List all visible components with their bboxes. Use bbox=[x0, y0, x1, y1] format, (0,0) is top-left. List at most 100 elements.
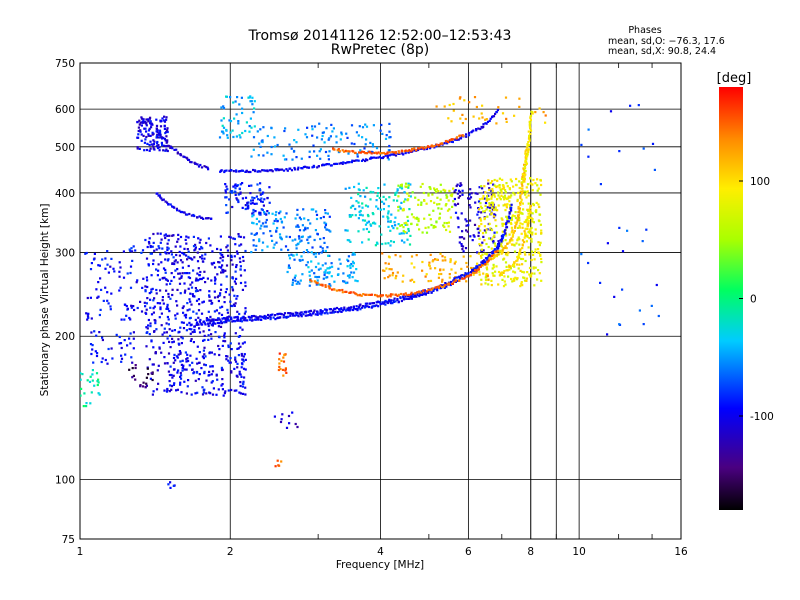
echo-point bbox=[221, 305, 224, 308]
echo-point bbox=[210, 333, 213, 336]
echo-point bbox=[410, 296, 413, 299]
echo-point bbox=[202, 349, 205, 352]
echo-point bbox=[185, 242, 188, 245]
echo-point bbox=[531, 218, 534, 221]
echo-point bbox=[178, 254, 181, 257]
echo-point bbox=[139, 130, 142, 133]
echo-point bbox=[479, 254, 483, 258]
echo-point bbox=[185, 392, 188, 395]
echo-point bbox=[407, 194, 410, 197]
echo-point bbox=[323, 221, 326, 224]
echo-point bbox=[514, 211, 517, 214]
echo-point bbox=[250, 315, 253, 318]
echo-point bbox=[331, 265, 334, 268]
echo-point bbox=[483, 185, 486, 188]
echo-point bbox=[429, 267, 432, 270]
echo-point bbox=[400, 239, 404, 242]
echo-point bbox=[184, 238, 187, 241]
echo-point bbox=[240, 375, 243, 378]
echo-point bbox=[371, 212, 374, 215]
echo-point bbox=[420, 146, 423, 149]
echo-point bbox=[228, 198, 231, 201]
echo-point bbox=[95, 334, 98, 337]
echo-point bbox=[506, 269, 509, 272]
echo-point bbox=[199, 270, 202, 274]
echo-point bbox=[297, 166, 300, 169]
echo-point bbox=[450, 280, 453, 284]
echo-point bbox=[166, 337, 169, 340]
echo-point bbox=[504, 196, 507, 199]
echo-point bbox=[199, 277, 202, 281]
echo-point bbox=[489, 227, 492, 230]
echo-point bbox=[304, 133, 307, 136]
echo-point bbox=[344, 187, 347, 190]
echo-point bbox=[495, 255, 498, 258]
echo-point bbox=[259, 227, 262, 230]
echo-point bbox=[174, 317, 177, 320]
echo-point bbox=[388, 154, 391, 157]
echo-point bbox=[454, 276, 457, 279]
echo-point bbox=[319, 312, 322, 315]
echo-point bbox=[312, 253, 315, 256]
echo-point bbox=[184, 213, 188, 216]
echo-point bbox=[517, 236, 520, 239]
echo-point bbox=[434, 286, 437, 289]
echo-point bbox=[246, 203, 249, 206]
echo-point bbox=[391, 271, 395, 275]
echo-point bbox=[462, 250, 465, 253]
echo-point bbox=[188, 298, 191, 301]
echo-point bbox=[513, 261, 516, 264]
echo-point bbox=[242, 236, 246, 239]
echo-point bbox=[399, 186, 402, 189]
echo-point bbox=[315, 217, 319, 221]
echo-point bbox=[435, 143, 438, 146]
echo-point bbox=[205, 392, 208, 395]
echo-point bbox=[177, 233, 180, 236]
echo-point bbox=[653, 168, 656, 171]
echo-point bbox=[322, 164, 326, 167]
echo-point bbox=[527, 194, 530, 197]
echo-point bbox=[307, 166, 311, 169]
echo-point bbox=[465, 261, 468, 265]
echo-point bbox=[527, 209, 530, 212]
echo-point bbox=[345, 132, 348, 135]
echo-point bbox=[454, 189, 457, 192]
echo-point bbox=[149, 120, 152, 123]
echo-point bbox=[491, 257, 494, 260]
echo-point bbox=[475, 269, 478, 272]
echo-point bbox=[459, 182, 462, 185]
echo-point bbox=[187, 236, 190, 239]
echo-point bbox=[479, 265, 482, 268]
echo-point bbox=[207, 319, 210, 322]
echo-point bbox=[349, 240, 352, 243]
echo-point bbox=[168, 390, 171, 393]
echo-point bbox=[149, 252, 152, 255]
echo-point bbox=[479, 217, 482, 220]
echo-point bbox=[492, 252, 495, 255]
echo-point bbox=[263, 314, 266, 318]
echo-point bbox=[236, 366, 239, 369]
echo-point bbox=[315, 283, 318, 286]
echo-point bbox=[387, 158, 390, 161]
echo-point bbox=[132, 337, 135, 340]
echo-point bbox=[260, 315, 263, 318]
echo-point bbox=[232, 319, 235, 323]
echo-point bbox=[244, 196, 248, 199]
echo-point bbox=[417, 203, 420, 206]
echo-point bbox=[307, 236, 310, 239]
echo-point bbox=[468, 193, 471, 196]
echo-point bbox=[129, 265, 133, 268]
echo-point bbox=[429, 279, 433, 282]
echo-point bbox=[390, 268, 393, 271]
echo-point bbox=[267, 313, 270, 317]
echo-point bbox=[139, 384, 142, 387]
echo-point bbox=[197, 298, 200, 301]
echo-point bbox=[155, 288, 158, 292]
echo-point bbox=[300, 235, 303, 239]
echo-point bbox=[485, 276, 488, 279]
echo-point bbox=[356, 153, 359, 156]
echo-point bbox=[420, 290, 423, 293]
echo-point bbox=[352, 291, 355, 294]
echo-point bbox=[459, 96, 462, 99]
echo-point bbox=[530, 258, 533, 262]
